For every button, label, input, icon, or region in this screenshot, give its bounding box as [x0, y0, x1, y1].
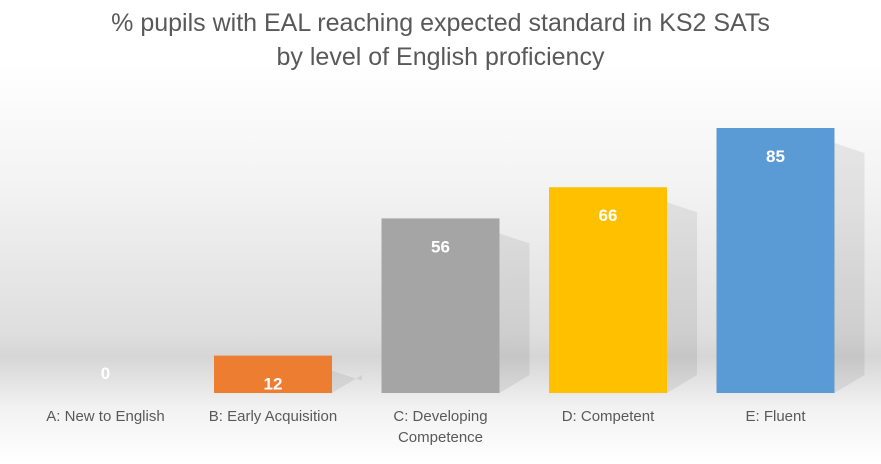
category-label: D: Competent: [525, 406, 692, 427]
chart-title: % pupils with EAL reaching expected stan…: [0, 6, 881, 74]
category-label: A: New to English: [22, 406, 189, 427]
data-label: 66: [599, 206, 618, 225]
bar-1: [214, 355, 332, 393]
bar-4: [716, 128, 835, 393]
data-label: 56: [431, 237, 450, 256]
data-label: 12: [264, 375, 283, 394]
category-label-line: D: Competent: [561, 408, 655, 425]
bar-shadow: [499, 233, 530, 393]
category-label-line: A: New to English: [46, 408, 165, 425]
category-label-line: C: Developing: [393, 408, 488, 425]
category-label: C: Developing Competence: [357, 406, 524, 448]
category-label-line: E: Fluent: [745, 408, 806, 425]
bar-shadow: [834, 143, 865, 393]
category-label-line: Competence: [397, 429, 484, 446]
data-label: 85: [766, 147, 785, 166]
bar-shadow: [667, 202, 697, 393]
category-label: E: Fluent: [692, 406, 859, 427]
chart-title-line-1: % pupils with EAL reaching expected stan…: [111, 9, 770, 37]
chart-title-line-2: by level of English proficiency: [276, 43, 605, 71]
category-label-line: B: Early Acquisition: [208, 408, 338, 425]
category-label: B: Early Acquisition: [190, 406, 357, 427]
bar-2: [381, 218, 500, 393]
data-label: 0: [101, 364, 110, 383]
bar-shadow: [332, 370, 362, 393]
bar-3: [549, 187, 667, 393]
